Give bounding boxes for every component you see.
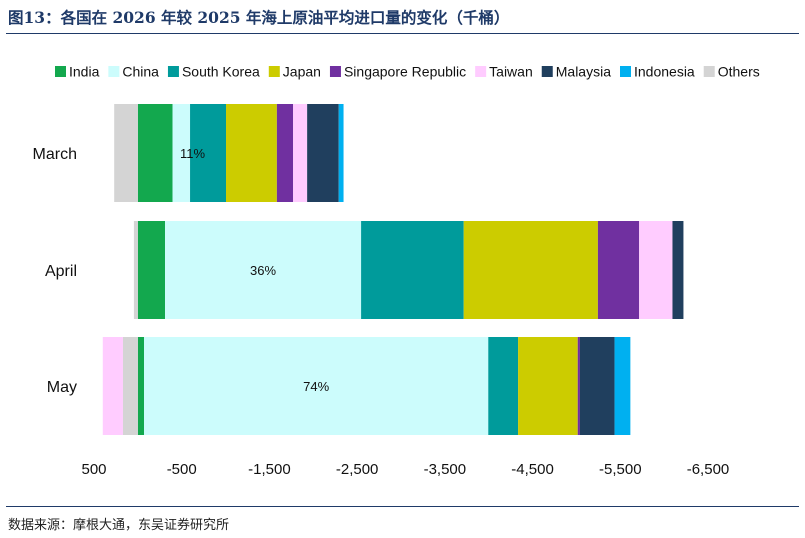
legend-label-china: China xyxy=(122,64,159,80)
bar-may-malaysia xyxy=(579,337,615,435)
stacked-bar-chart: India China South Korea Japan Singapore Repu… xyxy=(33,64,760,479)
figure-source: 数据来源：摩根大通，东吴证券研究所 xyxy=(8,518,230,533)
value-axis-tick-labels: 500 -500 -1,500 -2,500 -3,500 -4,500 -5,500 -6,… xyxy=(81,461,729,478)
bar-may-taiwan xyxy=(102,337,123,435)
x-tick-label: -500 xyxy=(167,461,197,478)
bar-april-taiwan xyxy=(639,221,673,319)
bar-may-singapore-republic xyxy=(577,337,580,435)
bar-march-indonesia xyxy=(338,104,344,202)
bar-may-south-korea xyxy=(488,337,519,435)
legend-swatch-china xyxy=(108,66,120,77)
legend-label-malaysia: Malaysia xyxy=(556,64,611,80)
legend-swatch-malaysia xyxy=(541,66,553,77)
legend-label-singapore-republic: Singapore Republic xyxy=(344,64,466,80)
x-tick-label: -6,500 xyxy=(687,461,730,478)
x-tick-label: -5,500 xyxy=(599,461,642,478)
annotation-march: 11% xyxy=(180,146,205,161)
bar-may-indonesia xyxy=(614,337,631,435)
legend-swatch-south-korea xyxy=(167,66,179,77)
legend-label-japan: Japan xyxy=(283,64,321,80)
bar-march-taiwan xyxy=(293,104,308,202)
x-tick-label: -3,500 xyxy=(424,461,467,478)
bar-march-others xyxy=(114,104,138,202)
bar-may-china xyxy=(143,337,489,435)
bar-april-malaysia xyxy=(672,221,684,319)
legend-label-others: Others xyxy=(718,64,760,80)
bar-april-india xyxy=(137,221,166,319)
bar-may-others xyxy=(122,337,138,435)
title-rule xyxy=(6,33,799,34)
legend-label-south-korea: South Korea xyxy=(182,64,260,80)
legend-swatch-japan xyxy=(268,66,280,77)
bar-march-singapore-republic xyxy=(276,104,294,202)
legend-swatch-singapore-republic xyxy=(329,66,341,77)
legend-swatch-india xyxy=(55,66,66,77)
bar-may-japan xyxy=(518,337,578,435)
annotation-april: 36% xyxy=(250,263,276,278)
bar-april-south-korea xyxy=(361,221,464,319)
bar-april-japan xyxy=(463,221,598,319)
legend-swatch-taiwan xyxy=(475,66,487,77)
x-tick-label: -4,500 xyxy=(511,461,554,478)
bar-march-malaysia xyxy=(307,104,339,202)
bar-march-china xyxy=(172,104,191,202)
source-rule xyxy=(6,506,799,507)
chart-annotations: 11% 36% 74% xyxy=(180,146,330,394)
bar-march-japan xyxy=(226,104,277,202)
category-label-march: March xyxy=(33,146,77,163)
bar-march-south-korea xyxy=(190,104,227,202)
category-axis-labels: March April May xyxy=(33,146,77,396)
bar-april-china xyxy=(165,221,362,319)
bar-april-others xyxy=(133,221,138,319)
bar-march-india xyxy=(137,104,173,202)
figure-title: 图13：各国在 2026 年较 2025 年海上原油平均进口量的变化（千桶） xyxy=(8,8,510,27)
chart-bars xyxy=(102,104,684,435)
legend-label-taiwan: Taiwan xyxy=(489,64,533,80)
annotation-may: 74% xyxy=(303,379,329,394)
category-label-may: May xyxy=(47,379,77,396)
legend-swatch-indonesia xyxy=(620,66,631,77)
legend-label-indonesia: Indonesia xyxy=(634,64,695,80)
bar-april-singapore-republic xyxy=(597,221,640,319)
chart-legend: India China South Korea Japan Singapore Repu… xyxy=(55,64,760,80)
category-label-april: April xyxy=(45,263,77,280)
x-tick-label: 500 xyxy=(81,461,106,478)
x-tick-label: -2,500 xyxy=(336,461,379,478)
legend-swatch-others xyxy=(703,66,715,77)
x-tick-label: -1,500 xyxy=(248,461,291,478)
bar-may-india xyxy=(137,337,144,435)
legend-label-india: India xyxy=(69,64,100,80)
